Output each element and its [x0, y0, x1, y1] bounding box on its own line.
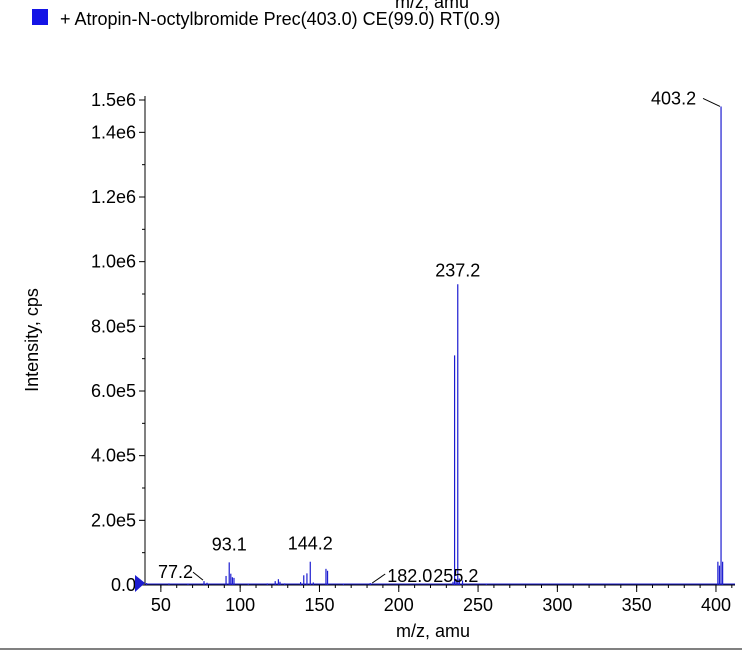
x-tick-label: 100 [225, 595, 255, 615]
peak-label: 255.2 [433, 566, 478, 586]
y-tick-label: 8.0e5 [91, 316, 136, 336]
legend-entry: + Atropin-N-octylbromide Prec(403.0) CE(… [60, 9, 500, 29]
y-axis-title: Intensity, cps [22, 288, 42, 392]
x-tick-label: 400 [701, 595, 731, 615]
y-tick-label: 6.0e5 [91, 381, 136, 401]
legend-swatch [32, 9, 48, 25]
y-tick-label: 4.0e5 [91, 446, 136, 466]
x-tick-label: 350 [622, 595, 652, 615]
y-minor-ticks [142, 164, 145, 554]
peak-label: 77.2 [158, 562, 193, 582]
peak-series [145, 106, 735, 585]
axis-start-marker [135, 575, 145, 592]
peak-label-leader [371, 573, 386, 584]
peak-label-leader [192, 571, 204, 581]
y-tick-label: 1.4e6 [91, 122, 136, 142]
peak-label: 93.1 [212, 534, 247, 554]
x-tick-label: 300 [542, 595, 572, 615]
y-tick-label: 1.5e6 [91, 90, 136, 110]
top-axis-label-cut: m/z, amu [395, 0, 469, 12]
x-tick-label: 150 [304, 595, 334, 615]
peak-label: 144.2 [288, 534, 333, 554]
y-tick-label: 1.0e6 [91, 252, 136, 272]
peak-annotations: 77.2 93.1 144.2 182.0 237.2 255.2 403.2 [158, 88, 721, 586]
y-ticks: 0.0 2.0e5 4.0e5 6.0e5 8.0e5 1.0e6 1.2e6 1.4e6 1.… [91, 90, 145, 595]
peak-label: 237.2 [435, 260, 480, 280]
x-ticks: 50 100 150 200 250 300 350 400 [151, 585, 733, 615]
x-tick-label: 250 [463, 595, 493, 615]
x-tick-label: 200 [384, 595, 414, 615]
peak-label: 403.2 [651, 88, 696, 108]
y-tick-label: 1.2e6 [91, 187, 136, 207]
y-tick-label: 2.0e5 [91, 510, 136, 530]
peak-label-leader [702, 98, 721, 107]
x-axis-title: m/z, amu [396, 621, 470, 641]
y-tick-label: 0.0 [111, 575, 136, 595]
peak-label: 182.0 [387, 566, 432, 586]
x-tick-label: 50 [151, 595, 171, 615]
